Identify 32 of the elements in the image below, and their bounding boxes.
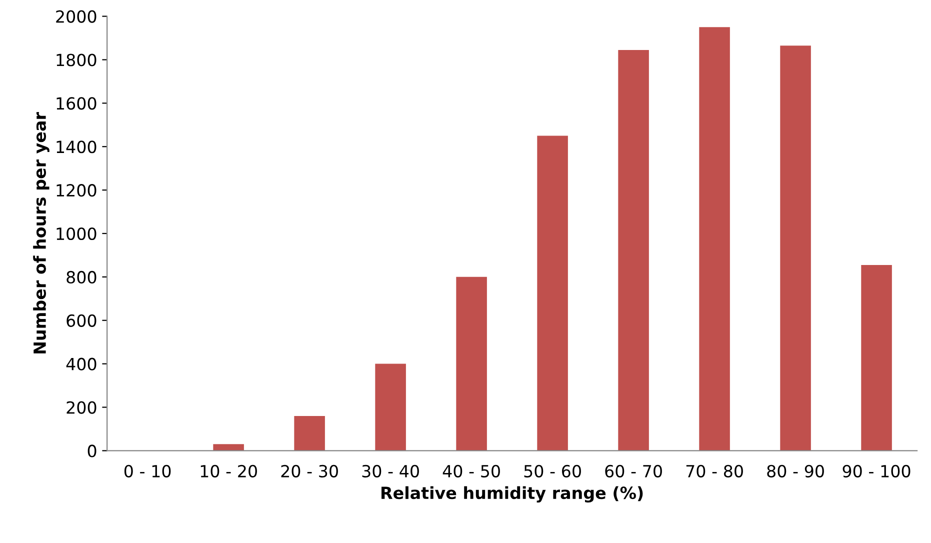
x-tick-label: 80 - 90 [767,464,824,478]
x-tick-label: 90 - 100 [842,464,910,478]
x-tick-label: 30 - 40 [362,464,419,478]
y-tick-label: 800 [66,270,96,284]
bar [618,50,649,451]
y-tick-label: 1200 [56,184,96,197]
bar [456,276,487,451]
x-tick-label: 10 - 20 [200,464,257,478]
bar [213,444,244,451]
bar [861,264,892,451]
x-tick-label: 40 - 50 [442,464,500,478]
y-tick-label: 0 [88,444,96,458]
bar [699,27,730,451]
x-axis-title: Relative humidity range (%) [382,486,643,503]
x-tick-label: 70 - 80 [686,464,743,478]
y-tick-label: 1000 [56,227,96,240]
y-tick-label: 1600 [56,97,96,110]
y-tick-label: 1800 [56,54,96,66]
y-tick-label: 400 [66,358,96,370]
y-axis-title: Number of hours per year [33,112,50,354]
y-tick-label: 600 [66,314,96,327]
y-tick-label: 200 [66,401,96,414]
x-tick-label: 60 - 70 [605,464,662,478]
y-tick-label: 2000 [56,10,96,23]
y-tick-label: 1400 [56,140,96,154]
bar [537,136,568,451]
x-tick-label: 50 - 60 [524,464,581,478]
x-tick-label: 0 - 10 [124,464,171,478]
bar [780,46,811,451]
bar [375,364,406,451]
x-tick-label: 20 - 30 [281,464,338,478]
bar [294,416,325,451]
